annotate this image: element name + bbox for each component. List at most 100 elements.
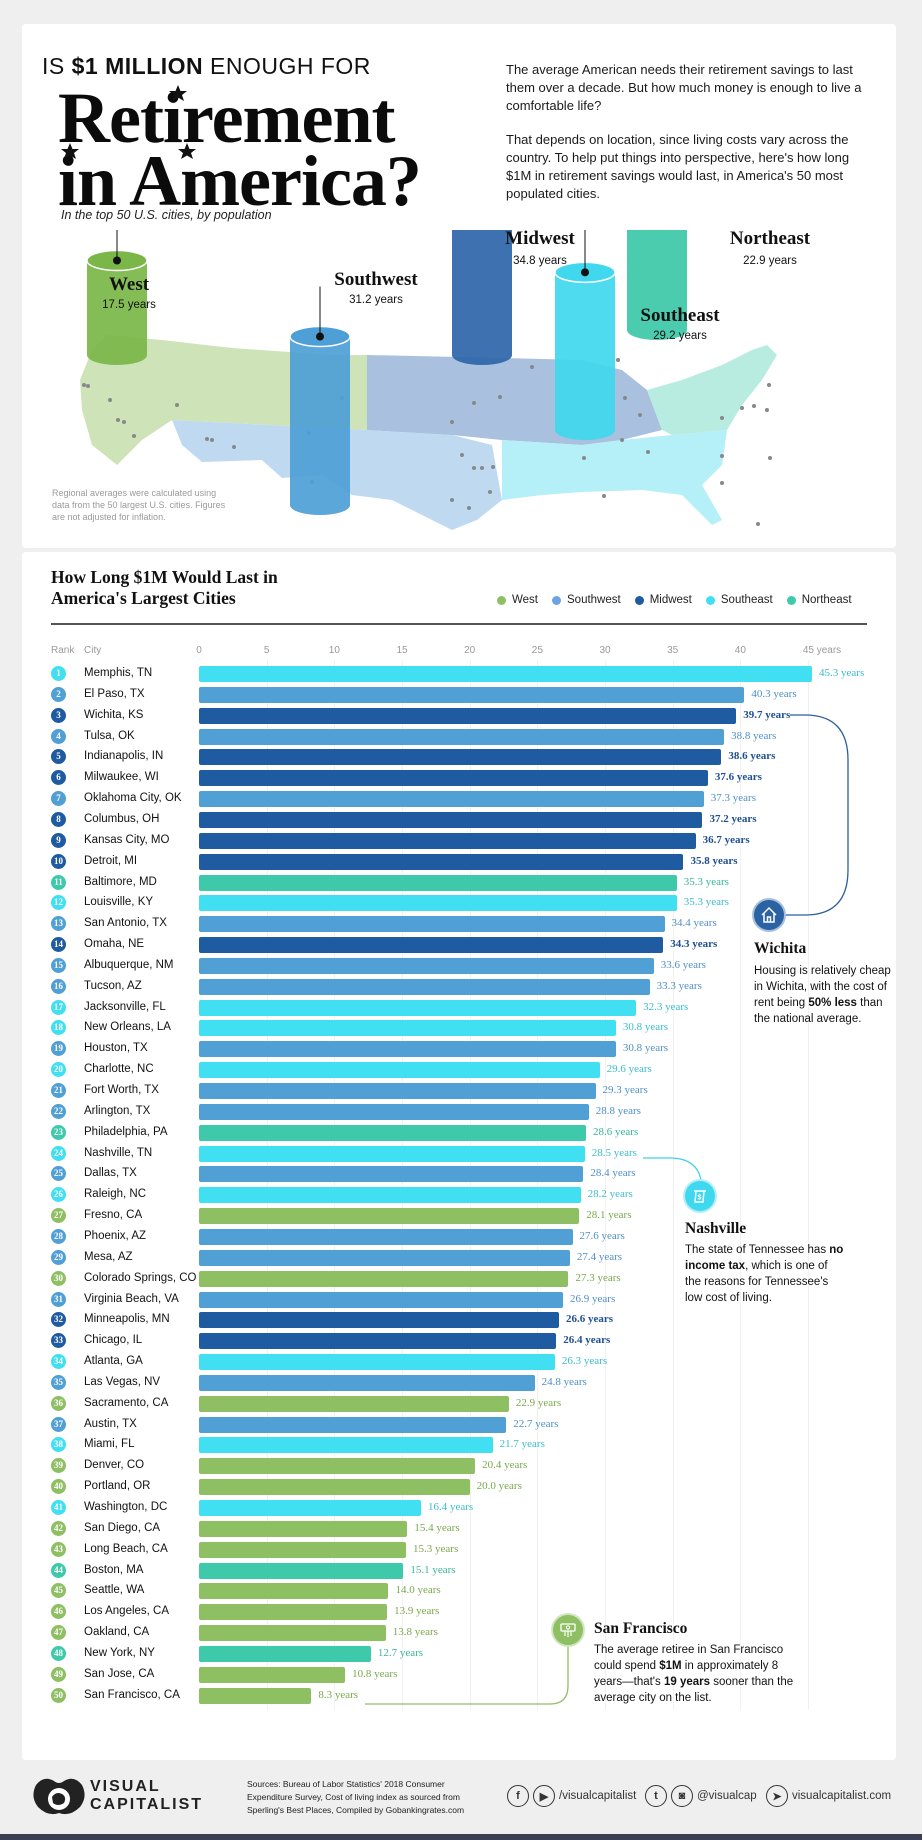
city-name: San Francisco, CA: [84, 1688, 180, 1701]
website-link[interactable]: ➤ visualcapitalist.com: [766, 1785, 891, 1807]
city-name: New Orleans, LA: [84, 1021, 171, 1034]
bar-value-label: 27.4 years: [576, 1250, 623, 1263]
bar: [199, 1687, 312, 1704]
instagram-icon[interactable]: ◙: [671, 1785, 693, 1807]
twitter-icon[interactable]: t: [645, 1785, 667, 1807]
table-row: 35 Las Vegas, NV 24.8 years: [51, 1372, 871, 1393]
rank-badge: 2: [51, 686, 66, 702]
bar-value-label: 33.6 years: [660, 958, 706, 971]
table-row: 25 Dallas, TX 28.4 years: [51, 1163, 871, 1184]
bar: [199, 874, 677, 891]
rank-badge: 33: [51, 1333, 66, 1349]
rank-badge: 32: [51, 1312, 66, 1328]
rank-badge: 50: [51, 1687, 66, 1703]
bar-value-label: 35.3 years: [683, 896, 729, 909]
city-name: Raleigh, NC: [84, 1188, 146, 1201]
facebook-icon[interactable]: f: [507, 1785, 529, 1807]
san-francisco-callout-text: The average retiree in San Francisco cou…: [594, 1644, 794, 1704]
rank-badge: 49: [51, 1666, 66, 1682]
region-label-west: West: [108, 274, 150, 295]
legend-swatch: [705, 595, 715, 605]
legend-swatch: [634, 595, 644, 605]
city-name: Philadelphia, PA: [84, 1125, 168, 1138]
city-name: Portland, OR: [84, 1480, 151, 1493]
table-row: 27 Fresno, CA 28.1 years: [51, 1205, 871, 1226]
city-name: New York, NY: [84, 1646, 155, 1659]
bar-value-label: 40.3 years: [751, 687, 797, 700]
rank-badge: 3: [51, 707, 66, 723]
page-title-line2: in America?: [58, 141, 422, 221]
youtube-icon[interactable]: ▶: [533, 1785, 555, 1807]
rank-badge: 45: [51, 1583, 66, 1599]
bar: [199, 978, 650, 995]
legend-swatch: [786, 595, 796, 605]
rank-badge: 42: [51, 1520, 66, 1536]
bar: [199, 1270, 569, 1287]
bar-value-label: 37.6 years: [714, 771, 762, 784]
subtitle: In the top 50 U.S. cities, by population: [61, 208, 272, 222]
bar: [199, 853, 684, 870]
legend-label: Southeast: [720, 594, 773, 606]
bar-value-label: 30.8 years: [622, 1042, 669, 1055]
table-row: 6 Milwaukee, WI 37.6 years: [51, 767, 871, 788]
bar: [199, 832, 696, 849]
bar-value-label: 16.4 years: [427, 1501, 474, 1513]
table-row: 40 Portland, OR 20.0 years: [51, 1476, 871, 1497]
bar: [199, 1062, 600, 1079]
bar: [199, 999, 637, 1016]
kicker-post: ENOUGH FOR: [203, 53, 371, 79]
rank-badge: 23: [51, 1124, 66, 1140]
facebook-youtube-handle[interactable]: /visualcapitalist: [559, 1790, 637, 1802]
city-name: Charlotte, NC: [84, 1063, 154, 1076]
social-twitter-instagram[interactable]: t ◙ @visualcap: [645, 1785, 757, 1807]
map-region-northeast: [647, 345, 777, 435]
bar: [199, 1395, 509, 1412]
gridline: [740, 660, 742, 1710]
bar-value-label: 35.8 years: [690, 854, 738, 867]
website-url[interactable]: visualcapitalist.com: [792, 1790, 892, 1802]
twitter-instagram-handle[interactable]: @visualcap: [697, 1790, 757, 1802]
gridline: [672, 660, 674, 1710]
bar: [199, 1249, 570, 1266]
rank-badge: 21: [51, 1083, 66, 1098]
rank-badge: 24: [51, 1145, 66, 1161]
city-name: Los Angeles, CA: [84, 1605, 170, 1618]
map-region-southeast: [502, 430, 727, 525]
city-name: Jacksonville, FL: [84, 1000, 166, 1013]
rank-badge: 17: [51, 999, 66, 1015]
table-row: 23 Philadelphia, PA 28.6 years: [51, 1122, 871, 1143]
region-value-midwest: 34.8 years: [513, 255, 567, 267]
rank-badge: 34: [51, 1354, 66, 1370]
city-name: Oklahoma City, OK: [84, 792, 182, 805]
table-row: 24 Nashville, TN 28.5 years: [51, 1143, 871, 1164]
cursor-icon[interactable]: ➤: [766, 1785, 788, 1807]
bottom-border: [0, 1834, 922, 1840]
social-facebook-youtube[interactable]: f ▶ /visualcapitalist: [507, 1785, 636, 1807]
city-name: Milwaukee, WI: [84, 771, 159, 784]
city-name: Columbus, OH: [84, 812, 160, 825]
rank-badge: 40: [51, 1479, 66, 1495]
legend-label: Northeast: [801, 594, 852, 606]
region-value-west: 17.5 years: [102, 299, 156, 311]
bar-value-label: 13.8 years: [392, 1626, 438, 1639]
city-name: Omaha, NE: [84, 938, 145, 951]
bar: [199, 1208, 580, 1225]
legend-item-southwest: Southwest: [552, 594, 621, 606]
city-name: Dallas, TX: [84, 1167, 137, 1180]
gridline: [469, 660, 471, 1710]
bar: [199, 1645, 371, 1662]
city-name: Sacramento, CA: [84, 1396, 169, 1409]
city-name: Baltimore, MD: [84, 875, 157, 888]
rank-badge: 46: [51, 1604, 66, 1620]
map-region-midwest: [367, 355, 662, 445]
kicker-bold: $1 MILLION: [71, 53, 204, 79]
bar-value-label: 37.3 years: [710, 792, 756, 805]
table-row: 45 Seattle, WA 14.0 years: [51, 1580, 871, 1601]
gridline: [808, 660, 809, 1710]
table-row: 22 Arlington, TX 28.8 years: [51, 1101, 871, 1122]
bar: [199, 916, 665, 933]
bar-value-label: 38.8 years: [731, 729, 777, 742]
x-tick-label: 0: [196, 645, 202, 656]
bar: [199, 1416, 507, 1433]
rank-badge: 15: [51, 957, 66, 973]
